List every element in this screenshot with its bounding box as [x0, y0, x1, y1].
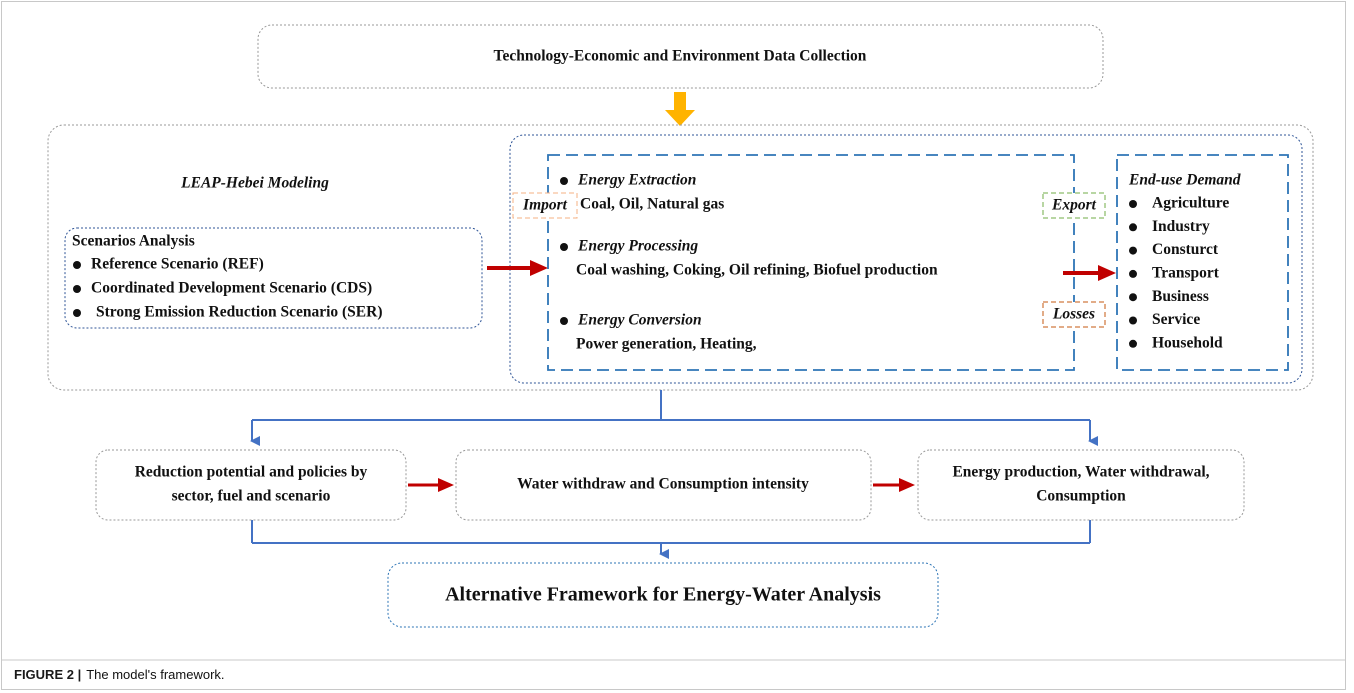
output-box [95, 449, 407, 521]
bullet [1129, 200, 1137, 208]
stage-detail: Power generation, Heating, [576, 336, 757, 353]
final-box [387, 562, 939, 628]
output-text: sector, fuel and scenario [172, 488, 331, 505]
stage-name: Energy Conversion [577, 312, 702, 329]
end-use-item: Consturct [1152, 241, 1219, 258]
energy-system-box [509, 134, 1303, 384]
end-use-box [1116, 154, 1289, 371]
energy-chain-box [547, 154, 1075, 371]
scenario-list: Reference Scenario (REF) Coordinated Deve… [73, 256, 383, 321]
output-box [917, 449, 1245, 521]
output-text: Water withdraw and Consumption intensity [517, 476, 809, 493]
arrow-head [530, 260, 548, 276]
bullet [1129, 223, 1137, 232]
end-use-list: Agriculture Industry Consturct Transport Bus… [1129, 195, 1229, 351]
scenario-item: Coordinated Development Scenario (CDS) [91, 280, 372, 297]
scenarios-heading: Scenarios Analysis [72, 233, 195, 250]
bullet [1129, 246, 1137, 255]
bullet [73, 285, 81, 293]
down-arrow [665, 92, 695, 126]
import-box [512, 192, 578, 219]
bullet [560, 317, 568, 325]
output-text: Energy production, Water withdrawal, [952, 464, 1209, 481]
import-label: Import [522, 197, 568, 214]
connectors [250, 390, 1098, 559]
stage-name: Energy Extraction [577, 172, 696, 189]
output-text: Reduction potential and policies by [135, 464, 368, 481]
caption-text: The model's framework. [86, 667, 224, 682]
final-label: Alternative Framework for Energy-Water A… [445, 584, 881, 606]
caption: FIGURE 2 | The model's framework. [14, 667, 225, 682]
end-use-item: Business [1152, 288, 1209, 305]
arrow-head [899, 478, 915, 492]
output-texts: Reduction potential and policies by secto… [135, 464, 1210, 505]
end-use-item: Service [1152, 311, 1200, 328]
bullet [560, 243, 568, 251]
stage-detail: Coal washing, Coking, Oil refining, Biof… [576, 262, 938, 279]
end-use-item: Agriculture [1152, 195, 1229, 212]
scenario-item: Strong Emission Reduction Scenario (SER) [96, 304, 383, 321]
stage-name: Energy Processing [577, 238, 698, 255]
stage-detail: Coal, Oil, Natural gas [580, 196, 724, 213]
caption-label: FIGURE 2 | [14, 667, 81, 682]
bullet [1129, 269, 1137, 278]
bullet [1129, 339, 1137, 348]
output-box [455, 449, 872, 521]
data-collection-label: Technology-Economic and Environment Data… [494, 48, 867, 65]
model-title: LEAP-Hebei Modeling [180, 175, 329, 192]
model-box [47, 124, 1314, 391]
bullet [73, 261, 81, 269]
bullet [73, 309, 81, 317]
losses-box [1042, 301, 1106, 328]
scenario-item: Reference Scenario (REF) [91, 256, 264, 273]
bullet [560, 177, 568, 185]
losses-label: Losses [1052, 306, 1095, 323]
output-text: Consumption [1036, 488, 1126, 505]
bullet [1129, 316, 1137, 325]
arrow-head [438, 478, 454, 492]
end-use-item: Transport [1152, 264, 1220, 281]
arrow-head [1098, 265, 1116, 281]
export-label: Export [1051, 197, 1097, 214]
stage-list: Energy Extraction Coal, Oil, Natural gas E… [560, 172, 938, 353]
scenarios-box [64, 227, 483, 329]
data-collection-box [257, 24, 1104, 89]
end-use-item: Industry [1152, 218, 1210, 235]
bullet [1129, 293, 1137, 302]
end-use-item: Household [1152, 334, 1223, 351]
end-use-heading: End-use Demand [1128, 172, 1241, 189]
export-box [1042, 192, 1106, 219]
